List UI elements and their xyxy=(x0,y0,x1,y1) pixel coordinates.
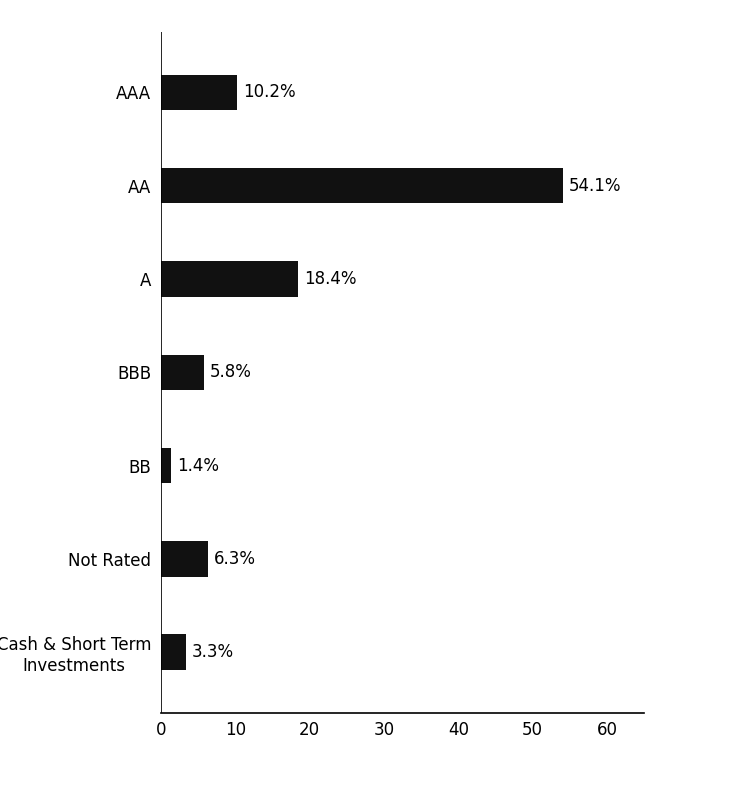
Bar xyxy=(161,168,563,204)
Text: 54.1%: 54.1% xyxy=(569,177,621,195)
Bar xyxy=(161,74,237,110)
Bar xyxy=(161,261,298,297)
Text: 18.4%: 18.4% xyxy=(304,270,356,288)
Text: 6.3%: 6.3% xyxy=(214,550,255,568)
Bar xyxy=(161,541,208,577)
Text: 5.8%: 5.8% xyxy=(210,364,252,381)
Bar xyxy=(161,355,204,390)
Bar xyxy=(161,447,171,483)
Text: 3.3%: 3.3% xyxy=(192,643,234,661)
Text: 10.2%: 10.2% xyxy=(243,83,296,101)
Bar xyxy=(161,634,186,670)
Text: 1.4%: 1.4% xyxy=(177,456,220,474)
